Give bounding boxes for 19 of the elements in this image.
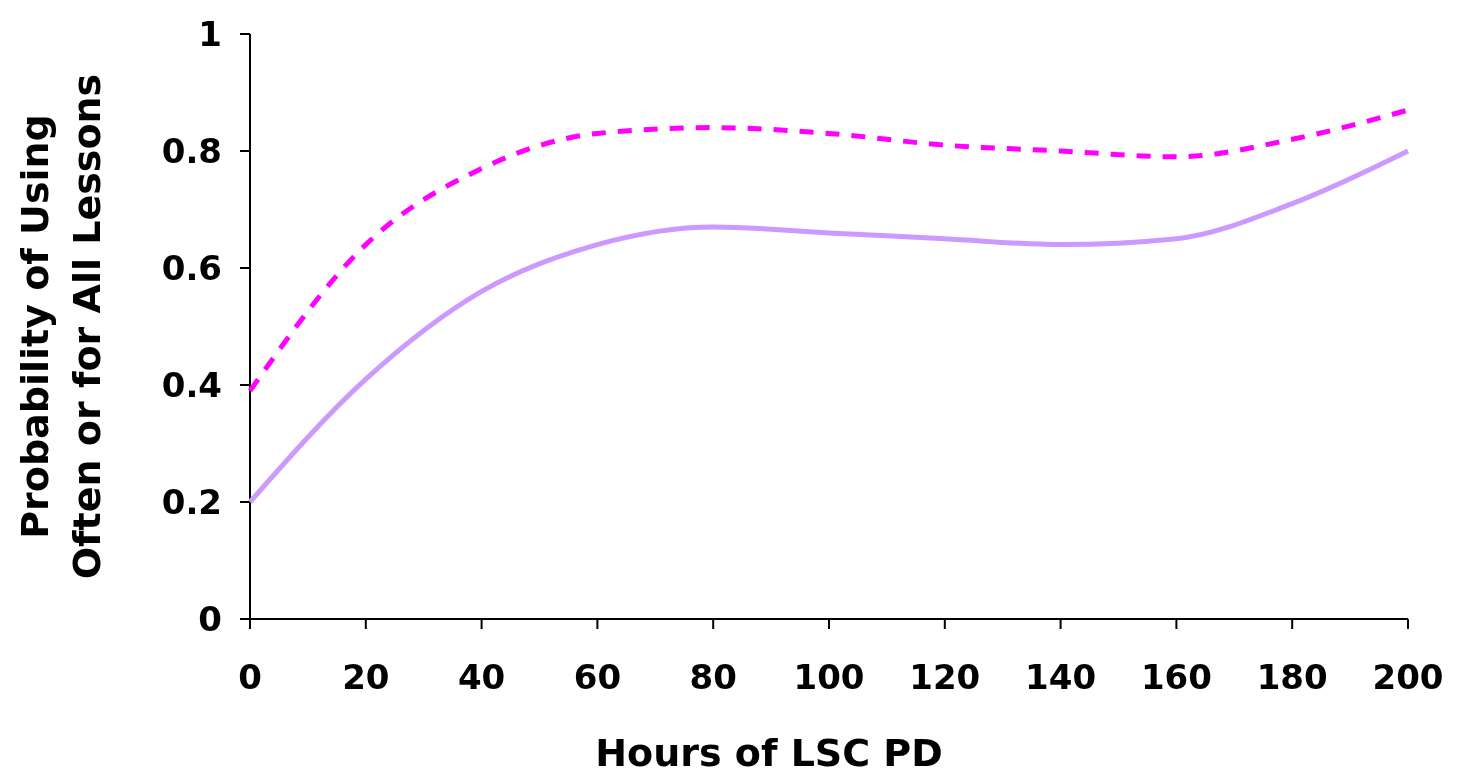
y-tick-label: 0 [198, 598, 222, 639]
x-tick-label: 60 [573, 657, 622, 697]
y-tick-label: 1 [198, 13, 222, 54]
x-tick-label: 140 [1025, 657, 1097, 697]
x-tick-label: 0 [238, 657, 262, 697]
x-tick-label: 200 [1372, 657, 1444, 697]
y-axis-title: Probability of Using Often or for All Lessons [13, 73, 109, 580]
x-tick-label: 160 [1140, 657, 1212, 697]
x-tick-label: 120 [909, 657, 981, 697]
x-tick-label: 80 [689, 657, 737, 697]
x-tick-label: 40 [457, 657, 506, 697]
y-tick-label: 0.2 [161, 481, 222, 522]
y-tick-label: 0.8 [161, 130, 222, 171]
x-tick-label: 180 [1256, 657, 1328, 697]
x-tick-label: 100 [793, 657, 865, 697]
x-axis-title: Hours of LSC PD [595, 731, 943, 775]
y-tick-label: 0.6 [161, 247, 222, 288]
y-tick-label: 0.4 [161, 364, 222, 405]
x-tick-label: 20 [342, 657, 390, 697]
